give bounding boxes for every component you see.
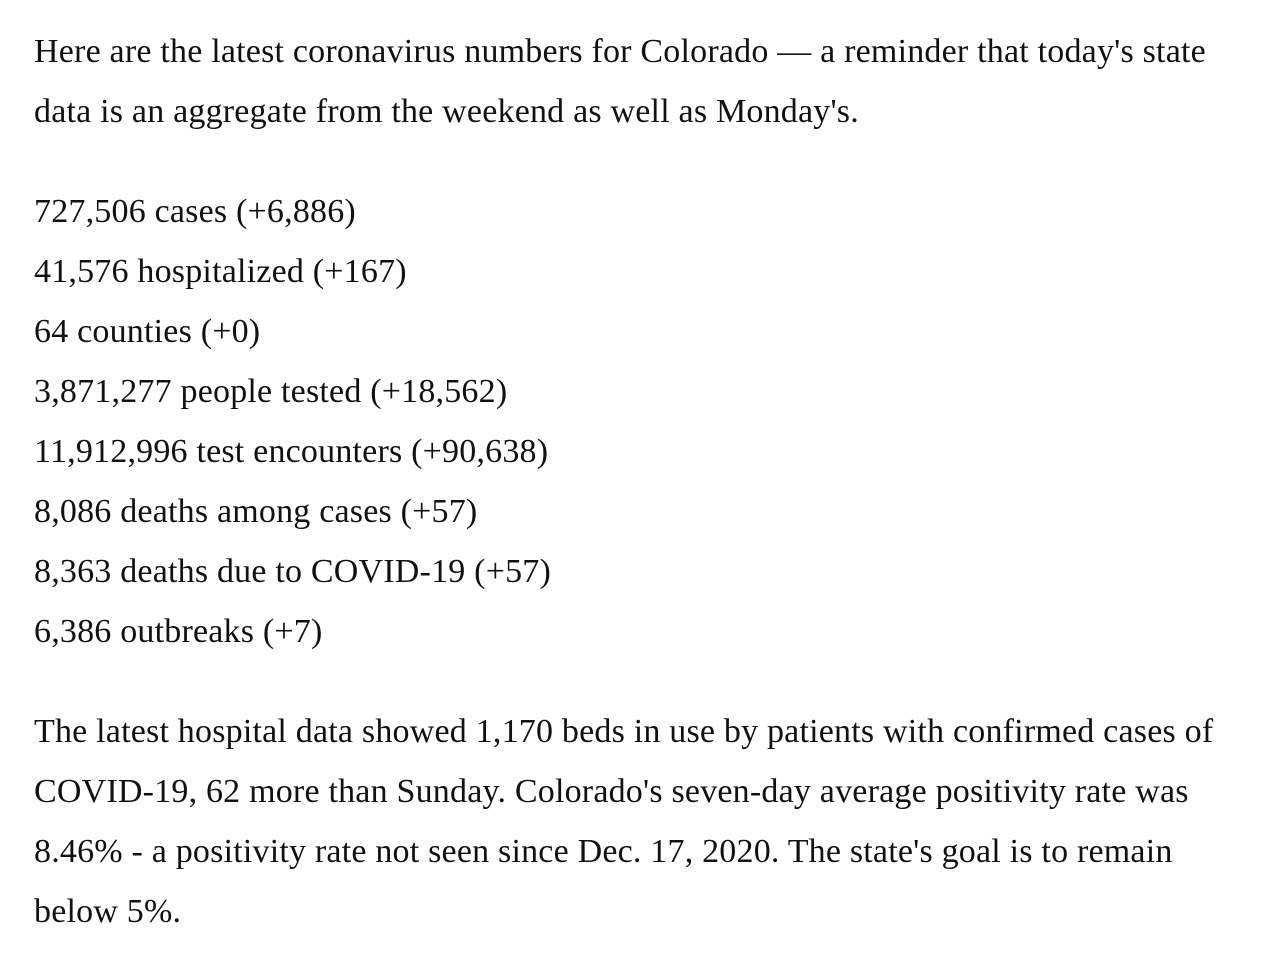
stat-line-deaths-among: 8,086 deaths among cases (+57): [34, 493, 478, 530]
stat-line-cases: 727,506 cases (+6,886): [34, 193, 356, 230]
stat-line-test-encounters: 11,912,996 test encounters (+90,638): [34, 433, 549, 470]
stat-line-counties: 64 counties (+0): [34, 313, 261, 350]
closing-paragraph: The latest hospital data showed 1,170 be…: [34, 713, 1214, 930]
intro-paragraph: Here are the latest coronavirus numbers …: [34, 33, 1206, 130]
stat-line-hospitalized: 41,576 hospitalized (+167): [34, 253, 407, 290]
stat-line-deaths-due: 8,363 deaths due to COVID-19 (+57): [34, 553, 551, 590]
stat-line-people-tested: 3,871,277 people tested (+18,562): [34, 373, 508, 410]
stat-line-outbreaks: 6,386 outbreaks (+7): [34, 613, 323, 650]
covid-stats-list: 727,506 cases (+6,886) 41,576 hospitaliz…: [34, 182, 1244, 662]
